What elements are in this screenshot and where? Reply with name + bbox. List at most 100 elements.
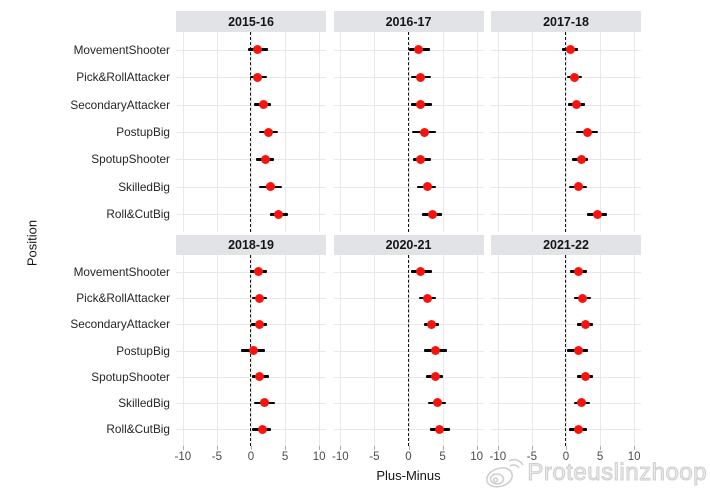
facet-title: 2017-18 <box>543 14 589 29</box>
facet-panel <box>491 32 641 232</box>
axis-tick <box>497 446 499 450</box>
point-estimate <box>423 293 433 303</box>
facet-panel <box>333 32 484 232</box>
gridline-horizontal <box>176 159 326 161</box>
category-label: SpotupShooter <box>91 152 170 167</box>
gridline-horizontal <box>176 429 326 431</box>
point-estimate <box>435 424 445 434</box>
gridline-horizontal <box>491 132 641 133</box>
facet-strip: 2018-19 <box>176 235 326 255</box>
point-estimate <box>255 372 265 382</box>
watermark: Proteuslinzhoop <box>484 456 707 490</box>
axis-tick <box>340 446 342 450</box>
point-estimate <box>427 209 437 219</box>
gridline-horizontal <box>333 132 484 133</box>
point-estimate <box>570 72 580 82</box>
point-estimate <box>414 45 424 55</box>
category-label: Roll&CutBig <box>106 207 170 222</box>
point-estimate <box>255 319 265 329</box>
gridline-horizontal <box>333 376 484 378</box>
gridline-horizontal <box>333 159 484 161</box>
axis-tick <box>408 446 410 450</box>
gridline-horizontal <box>333 429 484 431</box>
point-estimate <box>253 72 263 82</box>
gridline-horizontal <box>333 298 484 300</box>
point-estimate <box>576 154 586 164</box>
gridline-horizontal <box>333 324 484 326</box>
x-tick-label: -5 <box>211 451 223 463</box>
x-tick-label: 5 <box>281 451 289 463</box>
gridline-horizontal <box>333 402 484 404</box>
point-estimate <box>582 127 592 137</box>
gridline-horizontal <box>491 376 641 378</box>
axis-tick <box>566 446 567 450</box>
point-estimate <box>423 182 433 192</box>
point-estimate <box>427 319 437 329</box>
category-label: Pick&RollAttacker <box>76 291 170 306</box>
point-estimate <box>573 346 583 355</box>
category-label: SecondaryAttacker <box>70 97 170 112</box>
axis-tick <box>285 446 287 450</box>
gridline-horizontal <box>491 298 641 300</box>
gridline-horizontal <box>176 186 326 188</box>
gridline-horizontal <box>491 271 641 273</box>
category-label: MovementShooter <box>73 42 170 57</box>
x-tick-label: 5 <box>439 451 446 463</box>
facet-title: 2016-17 <box>385 14 432 29</box>
point-estimate <box>258 100 268 110</box>
gridline-horizontal <box>333 350 484 352</box>
y-axis-title: Position <box>24 219 40 267</box>
point-estimate <box>416 154 426 164</box>
zero-reference-line <box>565 32 566 232</box>
point-estimate <box>254 267 263 277</box>
x-tick-label: 10 <box>627 451 641 463</box>
axis-tick <box>251 446 252 450</box>
axis-tick <box>216 446 218 450</box>
axis-tick <box>374 446 376 450</box>
gridline-horizontal <box>333 77 484 79</box>
point-estimate <box>580 319 590 329</box>
gridline-horizontal <box>176 376 326 378</box>
point-estimate <box>265 182 275 192</box>
point-estimate <box>573 267 583 277</box>
facet-panel: -10 -5 0 5 10 <box>175 255 326 463</box>
point-estimate <box>430 346 440 355</box>
gridline-horizontal <box>333 271 484 273</box>
weibo-logo-icon <box>486 458 525 488</box>
x-tick-label: 10 <box>312 451 326 463</box>
facet-title: 2020-21 <box>385 238 432 252</box>
gridline-horizontal <box>333 104 484 106</box>
point-estimate <box>258 424 268 434</box>
point-estimate <box>415 72 425 82</box>
category-label: Pick&RollAttacker <box>76 70 170 85</box>
x-tick-label: -5 <box>526 451 538 463</box>
zero-reference-line <box>407 255 409 446</box>
gridline-horizontal <box>491 77 641 79</box>
category-label: SpotupShooter <box>91 369 170 384</box>
category-label: MovementShooter <box>73 264 170 279</box>
point-estimate <box>249 346 259 355</box>
x-tick-label: 5 <box>596 451 604 463</box>
gridline-horizontal <box>491 159 641 161</box>
zero-reference-line <box>407 32 409 232</box>
axis-tick <box>319 446 321 450</box>
gridline-horizontal <box>491 429 641 431</box>
category-label: SkilledBig <box>118 179 170 194</box>
gridline-horizontal <box>491 324 641 326</box>
point-estimate <box>573 424 583 434</box>
category-label: Roll&CutBig <box>106 422 170 437</box>
axis-tick <box>476 446 478 450</box>
facet-panel <box>176 32 326 232</box>
facet-title: 2021-22 <box>543 238 589 252</box>
x-tick-label: 10 <box>470 451 484 463</box>
point-estimate <box>572 100 582 110</box>
point-estimate <box>264 127 274 137</box>
category-label: SecondaryAttacker <box>70 317 170 332</box>
facet-panel: -10 -5 0 5 10 <box>332 255 484 463</box>
point-estimate <box>260 398 270 408</box>
gridline-horizontal <box>176 214 326 216</box>
axis-tick <box>600 446 602 450</box>
category-label: PostupBig <box>116 343 170 358</box>
facet-strip: 2016-17 <box>333 11 484 32</box>
facet-strip: 2021-22 <box>491 235 641 255</box>
